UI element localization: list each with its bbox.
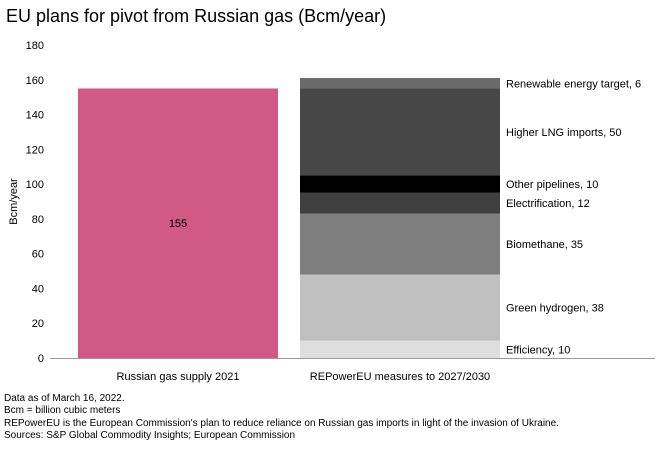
bar-segment-green-hydrogen: [300, 274, 500, 341]
data-labels: 155 Efficiency, 10 Green hydrogen, 38 Biome…: [169, 78, 641, 356]
chart-plot: 0 20 40 60 80 100 120 140 160 180 Bcm/year 155 Effi…: [8, 40, 655, 383]
x-axis: Russian gas supply 2021 REPowerEU measure…: [50, 358, 655, 383]
y-axis-label: Bcm/year: [8, 178, 20, 225]
y-axis: 0 20 40 60 80 100 120 140 160 180 Bcm/year: [8, 40, 44, 365]
y-tick-label: 40: [32, 283, 44, 295]
chart-title: EU plans for pivot from Russian gas (Bcm…: [6, 6, 387, 26]
y-tick-label: 20: [32, 318, 44, 330]
y-tick-label: 80: [32, 214, 44, 226]
data-label: 155: [169, 218, 187, 230]
bar-segment-renewable-energy-target: [300, 78, 500, 89]
y-tick-label: 100: [26, 179, 44, 191]
y-tick-label: 180: [26, 40, 44, 52]
bar-segment-russian-gas: [78, 88, 278, 358]
y-tick-label: 0: [38, 353, 44, 365]
data-label: Electrification, 12: [506, 198, 590, 210]
y-tick-label: 160: [26, 75, 44, 87]
data-label: Green hydrogen, 38: [506, 303, 604, 315]
bar-segment-other-pipelines: [300, 175, 500, 193]
data-label: Renewable energy target, 6: [506, 78, 641, 90]
bar-segment-biomethane: [300, 213, 500, 275]
data-label: Other pipelines, 10: [506, 179, 598, 191]
footnote-repowereu: REPowerEU is the European Commission's p…: [4, 417, 559, 429]
y-tick-label: 140: [26, 110, 44, 122]
x-tick-label: REPowerEU measures to 2027/2030: [310, 371, 490, 383]
data-label: Efficiency, 10: [506, 344, 570, 356]
footnote-sources: Sources: S&P Global Commodity Insights; …: [4, 430, 296, 442]
bar-segment-higher-lng-imports: [300, 88, 500, 176]
bar-segment-efficiency: [300, 340, 500, 358]
bars: [78, 78, 500, 358]
footnotes: Data as of March 16, 2022. Bcm = billion…: [4, 393, 559, 443]
footnote-date: Data as of March 16, 2022.: [4, 393, 125, 404]
x-tick-label: Russian gas supply 2021: [117, 371, 240, 383]
data-label: Higher LNG imports, 50: [506, 127, 622, 139]
bar-segment-electrification: [300, 192, 500, 214]
footnote-bcm: Bcm = billion cubic meters: [4, 405, 121, 417]
y-tick-label: 60: [32, 249, 44, 261]
y-tick-label: 120: [26, 144, 44, 156]
data-label: Biomethane, 35: [506, 239, 583, 251]
